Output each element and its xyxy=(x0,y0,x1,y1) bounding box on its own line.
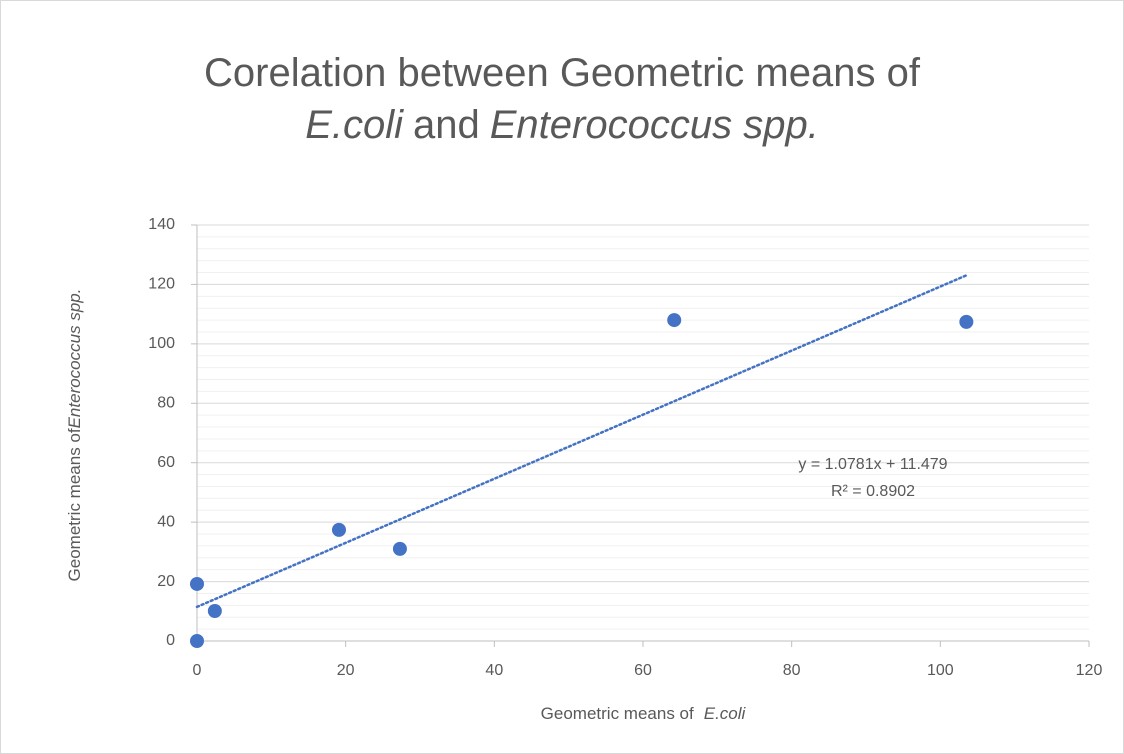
y-tick-label: 100 xyxy=(148,335,175,352)
y-tick-label: 80 xyxy=(157,395,175,412)
x-tick-label: 80 xyxy=(783,662,801,679)
trendline-equation: y = 1.0781x + 11.479 xyxy=(798,456,947,473)
chart-title: Corelation between Geometric means of xyxy=(204,51,921,95)
trendline xyxy=(195,274,968,609)
y-tick-label: 0 xyxy=(166,632,175,649)
x-tick-label: 100 xyxy=(927,662,954,679)
chart-title-part: and xyxy=(413,103,480,147)
y-tick-label: 140 xyxy=(148,216,175,233)
x-tick-label: 120 xyxy=(1076,662,1103,679)
point xyxy=(190,576,204,591)
y-tick-label: 20 xyxy=(157,573,175,590)
x-tick-label: 60 xyxy=(634,662,652,679)
chart-title-part: Corelation between Geometric means of xyxy=(204,51,921,95)
y-tick-label: 60 xyxy=(157,454,175,471)
y-axis-title-part: Enterococcus spp. xyxy=(65,289,84,429)
y-axis-title-part: Geometric means of xyxy=(65,428,84,581)
x-tick-label: 20 xyxy=(337,662,355,679)
point xyxy=(959,314,974,329)
point xyxy=(392,541,407,556)
y-axis-title: Geometric means ofEnterococcus spp. xyxy=(65,289,84,582)
point xyxy=(667,313,682,328)
x-axis-title: Geometric means of E.coli xyxy=(541,704,747,723)
point xyxy=(331,522,346,537)
chart-title-part: E.coli xyxy=(305,103,404,147)
x-axis-title-part: E.coli xyxy=(704,704,747,723)
point xyxy=(207,603,222,618)
x-tick-label: 0 xyxy=(193,662,202,679)
chart-title-part: Enterococcus spp. xyxy=(490,103,819,147)
x-axis-title-part: Geometric means of xyxy=(541,704,694,723)
y-tick-label: 40 xyxy=(157,513,175,530)
x-tick-label: 40 xyxy=(485,662,503,679)
trendline-r2: R² = 0.8902 xyxy=(831,483,915,500)
point xyxy=(190,634,204,648)
y-tick-label: 120 xyxy=(148,276,175,293)
chart-title: E.coli and Enterococcus spp. xyxy=(305,103,819,147)
